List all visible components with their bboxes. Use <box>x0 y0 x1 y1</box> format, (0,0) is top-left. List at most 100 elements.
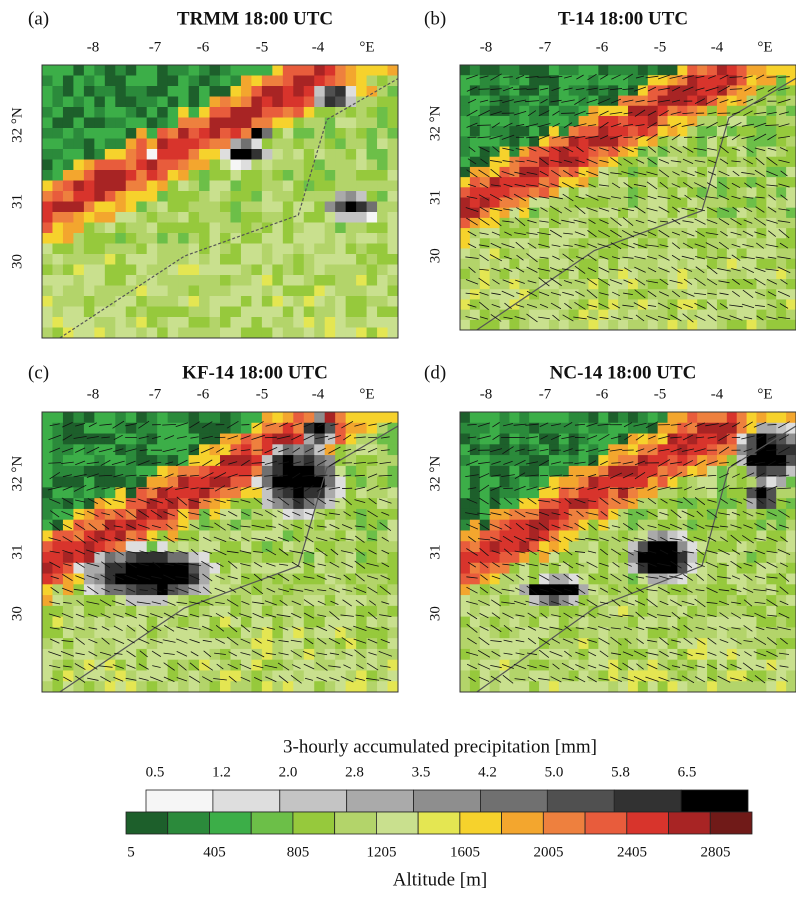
map-cell <box>638 85 648 96</box>
map-cell <box>356 649 367 660</box>
map-cell <box>608 638 618 649</box>
map-cell <box>519 434 529 445</box>
map-cell <box>509 434 519 445</box>
map-cell <box>377 317 388 328</box>
map-cell <box>618 530 628 541</box>
map-cell <box>230 107 241 118</box>
map-cell <box>460 477 470 488</box>
map-cell <box>42 191 53 202</box>
map-cell <box>388 254 399 265</box>
map-cell <box>638 238 648 249</box>
map-cell <box>52 660 63 671</box>
map-cell <box>500 218 510 229</box>
map-cell <box>210 97 221 108</box>
map-cell <box>136 412 147 423</box>
map-cell <box>126 307 137 318</box>
map-cell <box>178 223 189 234</box>
map-cell <box>628 259 638 270</box>
map-cell <box>628 477 638 488</box>
map-cell <box>460 563 470 574</box>
map-cell <box>283 107 294 118</box>
map-cell <box>687 541 697 552</box>
map-cell <box>157 541 168 552</box>
map-cell <box>293 139 304 150</box>
map-cell <box>251 455 262 466</box>
map-cell <box>346 118 357 129</box>
map-cell <box>529 434 539 445</box>
map-cell <box>251 552 262 563</box>
map-cell <box>115 660 126 671</box>
map-cell <box>628 617 638 628</box>
map-cell <box>509 541 519 552</box>
map-cell <box>262 552 273 563</box>
map-cell <box>105 328 116 339</box>
map-cell <box>220 606 231 617</box>
map-cell <box>63 595 74 606</box>
map-cell <box>147 541 158 552</box>
map-cell <box>687 412 697 423</box>
map-cell <box>687 520 697 531</box>
map-cell <box>588 412 598 423</box>
map-cell <box>210 574 221 585</box>
map-cell <box>272 233 283 244</box>
map-cell <box>230 118 241 129</box>
map-cell <box>460 434 470 445</box>
map-cell <box>490 552 500 563</box>
map-cell <box>304 107 315 118</box>
map-cell <box>314 317 325 328</box>
map-cell <box>189 412 200 423</box>
map-cell <box>115 307 126 318</box>
map-cell <box>147 307 158 318</box>
map-cell <box>356 223 367 234</box>
map-cell <box>470 627 480 638</box>
map-cell <box>460 584 470 595</box>
map-cell <box>509 320 519 331</box>
map-cell <box>480 606 490 617</box>
map-cell <box>94 509 105 520</box>
map-cell <box>115 275 126 286</box>
map-cell <box>356 286 367 297</box>
map-cell <box>283 149 294 160</box>
map-cell <box>579 660 589 671</box>
map-cell <box>766 65 776 76</box>
map-cell <box>283 212 294 223</box>
map-cell <box>509 412 519 423</box>
map-cell <box>42 595 53 606</box>
map-cell <box>63 606 74 617</box>
map-cell <box>490 126 500 137</box>
map-cell <box>73 498 84 509</box>
map-cell <box>189 118 200 129</box>
map-cell <box>598 412 608 423</box>
map-cell <box>157 455 168 466</box>
map-cell <box>687 552 697 563</box>
map-cell <box>157 181 168 192</box>
map-cell <box>668 65 678 76</box>
map-cell <box>115 76 126 87</box>
map-cell <box>199 170 210 181</box>
map-cell <box>356 181 367 192</box>
map-cell <box>346 328 357 339</box>
map-cell <box>766 289 776 300</box>
map-cell <box>766 649 776 660</box>
map-cell <box>94 254 105 265</box>
map-cell <box>618 541 628 552</box>
map-cell <box>63 584 74 595</box>
map-cell <box>325 212 336 223</box>
map-cell <box>388 86 399 97</box>
map-cell <box>325 477 336 488</box>
map-cell <box>618 106 628 117</box>
map-cell <box>388 606 399 617</box>
map-cell <box>42 128 53 139</box>
lon-tick-label: -5 <box>654 39 667 55</box>
map-cell <box>94 444 105 455</box>
map-cell <box>115 149 126 160</box>
map-cell <box>325 97 336 108</box>
map-cell <box>470 670 480 681</box>
map-cell <box>579 187 589 198</box>
map-cell <box>559 85 569 96</box>
map-cell <box>618 434 628 445</box>
map-cell <box>293 670 304 681</box>
map-cell <box>178 212 189 223</box>
map-cell <box>786 498 796 509</box>
map-cell <box>210 76 221 87</box>
